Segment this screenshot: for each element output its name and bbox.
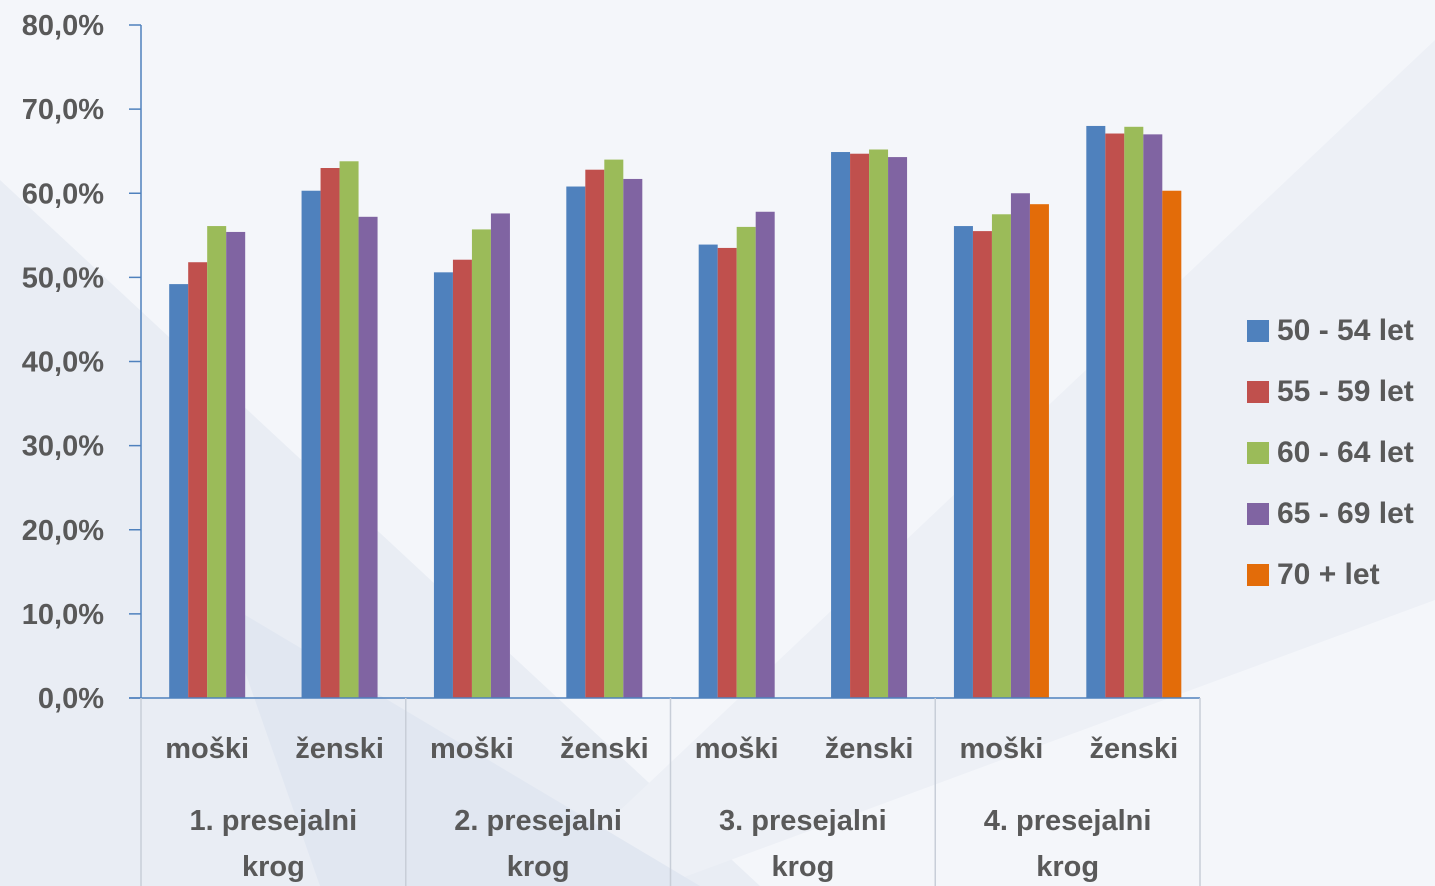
legend-label: 70 + let	[1277, 558, 1380, 592]
legend-swatch	[1247, 503, 1269, 525]
bar	[1030, 204, 1049, 698]
legend-label: 60 - 64 let	[1277, 436, 1414, 470]
legend-label: 50 - 54 let	[1277, 314, 1414, 348]
x-category-label: moški	[960, 733, 1044, 765]
legend: 50 - 54 let 55 - 59 let 60 - 64 let 65 - 69…	[1247, 300, 1414, 605]
y-tick-label: 80,0%	[22, 10, 104, 42]
bar	[604, 160, 623, 698]
x-group-label: krog	[242, 851, 305, 883]
x-axis: moški ženski moški ženski moški ženski moški že…	[129, 698, 1200, 886]
bar	[585, 170, 604, 698]
y-tick-label: 20,0%	[22, 515, 104, 547]
bar	[718, 248, 737, 698]
x-category-label: ženski	[1089, 733, 1178, 765]
legend-swatch	[1247, 442, 1269, 464]
bar	[756, 212, 775, 698]
bar	[321, 168, 340, 698]
bar	[954, 226, 973, 698]
legend-item: 65 - 69 let	[1247, 483, 1414, 544]
legend-item: 60 - 64 let	[1247, 422, 1414, 483]
bar	[359, 217, 378, 698]
bar	[831, 152, 850, 698]
bar	[888, 157, 907, 698]
y-tick-label: 70,0%	[22, 94, 104, 126]
x-group-label: 3. presejalni	[719, 805, 887, 837]
bars	[169, 126, 1181, 698]
legend-item: 55 - 59 let	[1247, 361, 1414, 422]
bar	[453, 260, 472, 698]
bar	[1011, 193, 1030, 698]
bar	[566, 187, 585, 698]
bar	[207, 226, 226, 698]
bar	[340, 161, 359, 698]
x-category-label: ženski	[825, 733, 914, 765]
x-group-label: krog	[1036, 851, 1099, 883]
x-group-label: krog	[771, 851, 834, 883]
y-tick-label: 0,0%	[38, 683, 104, 715]
y-tick-label: 10,0%	[22, 599, 104, 631]
bar	[850, 154, 869, 698]
x-category-label: moški	[695, 733, 779, 765]
legend-swatch	[1247, 320, 1269, 342]
bar	[472, 229, 491, 698]
bar	[1105, 134, 1124, 698]
bar	[737, 227, 756, 698]
bar	[623, 179, 642, 698]
y-tick-label: 50,0%	[22, 262, 104, 294]
x-category-label: moški	[430, 733, 514, 765]
legend-label: 55 - 59 let	[1277, 375, 1414, 409]
y-tick-label: 30,0%	[22, 431, 104, 463]
bar	[869, 150, 888, 698]
x-group-label: 2. presejalni	[454, 805, 622, 837]
bar	[973, 231, 992, 698]
bar	[491, 213, 510, 698]
x-category-label: ženski	[560, 733, 649, 765]
x-category-label: moški	[165, 733, 249, 765]
y-axis: 0,0% 10,0% 20,0% 30,0% 40,0% 50,0% 60,0% 70,0% 8…	[22, 10, 141, 715]
bar	[169, 284, 188, 698]
bar	[699, 245, 718, 698]
legend-swatch	[1247, 381, 1269, 403]
x-group-label: 1. presejalni	[190, 805, 358, 837]
bar	[302, 191, 321, 698]
legend-swatch	[1247, 564, 1269, 586]
x-category-label: ženski	[295, 733, 384, 765]
bar	[1162, 191, 1181, 698]
bar	[1124, 127, 1143, 698]
bar	[1143, 134, 1162, 698]
y-tick-label: 60,0%	[22, 178, 104, 210]
x-group-label: krog	[507, 851, 570, 883]
bar	[992, 214, 1011, 698]
legend-label: 65 - 69 let	[1277, 497, 1414, 531]
x-group-label: 4. presejalni	[984, 805, 1152, 837]
bar	[188, 262, 207, 698]
legend-item: 50 - 54 let	[1247, 300, 1414, 361]
y-tick-label: 40,0%	[22, 347, 104, 379]
bar	[226, 232, 245, 698]
bar	[434, 272, 453, 698]
legend-item: 70 + let	[1247, 544, 1414, 605]
bar	[1086, 126, 1105, 698]
